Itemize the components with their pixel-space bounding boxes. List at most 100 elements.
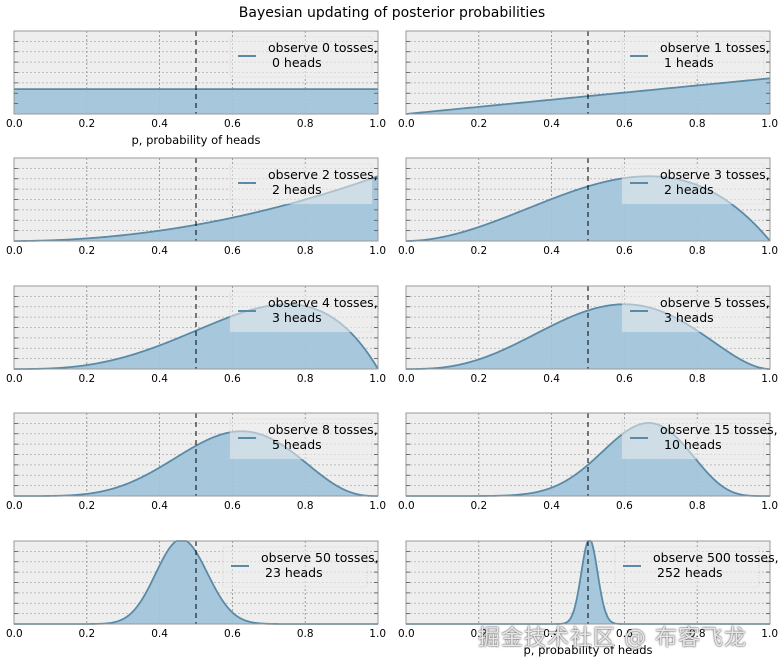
x-tick-label: 0.2 [78,118,95,130]
x-tick-label: 1.0 [761,245,778,257]
watermark: 掘金技术社区 @ 布客飞龙 [478,626,747,651]
legend-label-line2: 3 heads [664,310,714,325]
x-tick-label: 0.2 [470,500,487,512]
x-tick-label: 0.2 [470,118,487,130]
x-tick-label: 0.8 [297,500,314,512]
legend-label-line2: 10 heads [664,437,722,452]
chart-title: Bayesian updating of posterior probabili… [238,5,546,21]
posterior-fill [14,541,378,624]
x-tick-label: 0.4 [151,118,168,130]
x-tick-label: 0.6 [616,500,633,512]
legend-label-line1: observe 5 tosses, [660,295,770,310]
x-tick-label: 0.8 [689,628,706,640]
subplot-4-tosses: observe 4 tosses,3 heads 0.0 0.2 0.4 0.6 0.8 1… [6,285,386,385]
x-tick-label: 0.4 [543,118,560,130]
subplot-500-tosses: observe 500 tosses,252 heads 0.0 0.2 0.4 0.6… [398,540,779,657]
subplot-3-tosses: observe 3 tosses,2 heads 0.0 0.2 0.4 0.6 0.8 1… [398,157,778,257]
legend-label-line2: 2 heads [272,182,322,197]
x-tick-label: 0.0 [6,373,23,385]
subplot-50-tosses: observe 50 tosses,23 heads 0.0 0.2 0.4 0.6 0.… [6,540,386,640]
x-tick-label: 0.6 [616,118,633,130]
x-tick-label: 0.6 [224,373,241,385]
posterior-fill [406,541,770,624]
x-tick-label: 0.2 [470,628,487,640]
x-tick-label: 0.0 [6,500,23,512]
legend-label-line1: observe 1 tosses, [660,40,770,55]
x-tick-label: 1.0 [369,373,386,385]
posterior-fill [14,176,378,241]
x-tick-label: 0.0 [398,118,415,130]
posterior-fill [14,89,378,114]
x-tick-label: 0.6 [616,245,633,257]
x-tick-label: 1.0 [369,500,386,512]
x-tick-label: 0.4 [151,500,168,512]
x-tick-label: 1.0 [761,500,778,512]
x-tick-label: 0.8 [689,245,706,257]
x-tick-label: 0.2 [78,245,95,257]
x-tick-label: 0.2 [78,628,95,640]
x-tick-label: 0.6 [616,628,633,640]
x-tick-label: 0.0 [6,118,23,130]
x-tick-label: 1.0 [369,628,386,640]
x-tick-label: 0.6 [224,245,241,257]
x-tick-label: 0.0 [6,628,23,640]
x-tick-label: 0.0 [398,373,415,385]
legend-label-line2: 0 heads [272,55,322,70]
x-tick-label: 0.0 [398,628,415,640]
x-tick-label: 0.6 [224,628,241,640]
x-tick-label: 1.0 [761,373,778,385]
legend-label-line1: observe 4 tosses, [268,295,378,310]
posterior-line [406,303,771,370]
x-tick-label: 0.4 [543,500,560,512]
x-tick-label: 0.8 [297,628,314,640]
subplot-1-tosses: observe 1 tosses,1 heads 0.0 0.2 0.4 0.6 0.8 1… [398,30,778,130]
legend-label-line2: 23 heads [265,565,323,580]
x-axis-label: p, probability of heads [523,643,652,657]
legend-label-line1: observe 8 tosses, [268,422,378,437]
x-tick-label: 0.6 [616,373,633,385]
x-tick-label: 0.4 [151,245,168,257]
x-tick-label: 1.0 [369,245,386,257]
x-tick-label: 0.8 [297,118,314,130]
x-tick-label: 0.0 [398,500,415,512]
legend-label-line1: observe 500 tosses, [653,550,779,565]
x-tick-label: 0.8 [297,373,314,385]
x-tick-label: 0.2 [470,245,487,257]
subplot-2-tosses: observe 2 tosses,2 heads 0.0 0.2 0.4 0.6 0.8 1… [6,157,386,257]
x-tick-label: 0.4 [543,628,560,640]
legend-label-line2: 1 heads [664,55,714,70]
x-tick-label: 0.8 [689,373,706,385]
legend-label-line2: 3 heads [272,310,322,325]
x-tick-label: 0.8 [689,500,706,512]
x-tick-label: 0.4 [151,373,168,385]
legend-label-line1: observe 50 tosses, [261,550,379,565]
subplot-0-tosses: observe 0 tosses,0 heads 0.0 0.2 0.4 0.6 0.8 1… [6,30,386,147]
legend-label-line1: observe 2 tosses, [268,167,378,182]
x-tick-label: 1.0 [761,118,778,130]
legend-label-line1: observe 15 tosses, [660,422,778,437]
x-tick-label: 0.2 [78,500,95,512]
x-tick-label: 0.0 [398,245,415,257]
x-tick-label: 0.0 [6,245,23,257]
legend-label-line1: observe 3 tosses, [660,167,770,182]
legend-label-line2: 252 heads [657,565,723,580]
subplot-8-tosses: observe 8 tosses,5 heads 0.0 0.2 0.4 0.6 0.8 1… [6,412,386,512]
legend-label-line2: 5 heads [272,437,322,452]
legend-label-line2: 2 heads [664,182,714,197]
x-tick-label: 1.0 [369,118,386,130]
x-tick-label: 0.8 [297,245,314,257]
posterior-line [14,430,378,497]
x-tick-label: 0.2 [78,373,95,385]
x-tick-label: 0.2 [470,373,487,385]
x-tick-label: 0.8 [689,118,706,130]
x-tick-label: 0.4 [151,628,168,640]
subplot-15-tosses: observe 15 tosses,10 heads 0.0 0.2 0.4 0.6 0.… [398,412,778,512]
x-tick-label: 1.0 [761,628,778,640]
x-axis-label: p, probability of heads [131,133,260,147]
x-tick-label: 0.4 [543,373,560,385]
x-tick-label: 0.6 [224,500,241,512]
posterior-fill [14,431,378,496]
x-tick-label: 0.6 [224,118,241,130]
legend-label-line1: observe 0 tosses, [268,40,378,55]
